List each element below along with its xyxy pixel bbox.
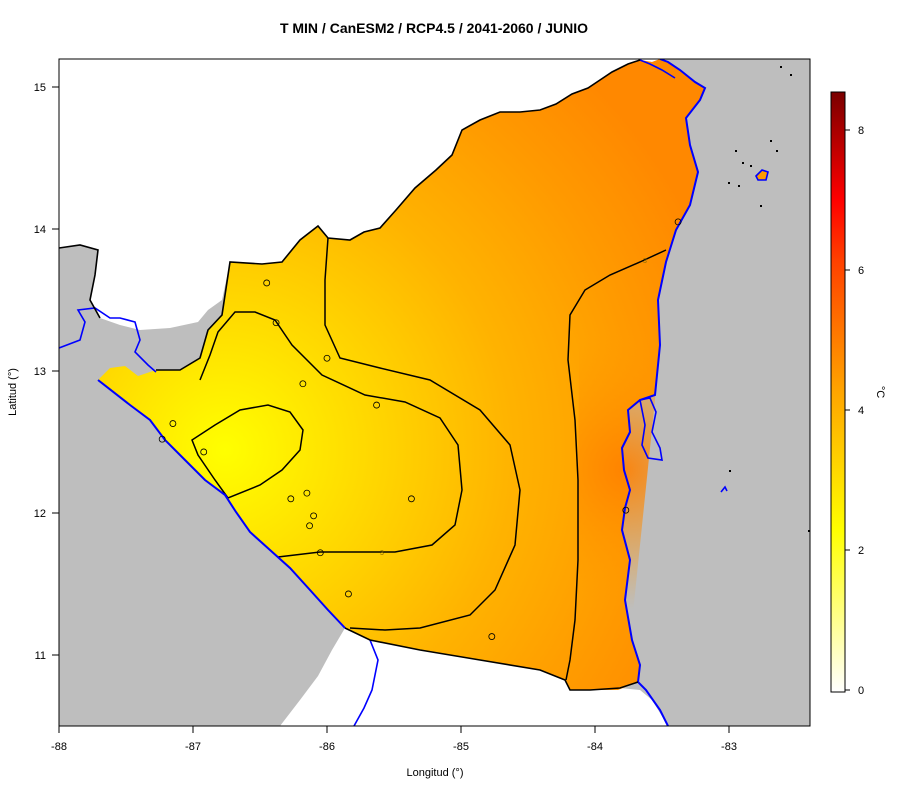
honduras-land — [59, 59, 660, 330]
costa-rica-border — [344, 627, 639, 691]
x-axis-label: Longitud (°) — [406, 767, 464, 779]
station-marker — [263, 279, 271, 287]
x-tick-label: -88 — [51, 741, 67, 753]
costa-rica-land — [280, 628, 668, 726]
eastern-warm-zone — [570, 250, 660, 690]
nicaragua-temperature-field — [98, 59, 705, 690]
y-tick-label: 13 — [34, 366, 46, 378]
y-axis: 11 12 13 14 15 — [34, 82, 60, 662]
station-marker — [310, 512, 318, 520]
colorbar-tick-label: 4 — [858, 405, 864, 417]
cay-dot — [729, 470, 731, 472]
y-axis-label: Latitud (°) — [7, 368, 19, 416]
station-marker — [287, 495, 295, 503]
y-tick-label: 11 — [35, 650, 46, 662]
x-tick-label: -84 — [587, 741, 603, 753]
colorbar-tick-label: 8 — [858, 125, 864, 137]
station-marker — [303, 489, 311, 497]
pearl-lagoon-coast — [639, 397, 663, 461]
cay-dot — [738, 185, 740, 187]
station-marker — [323, 354, 331, 362]
contour-label: 3 — [380, 550, 384, 557]
station-marker — [158, 435, 166, 443]
station-marker — [272, 319, 280, 327]
station-marker — [306, 522, 313, 530]
colorbar-tick-label: 6 — [858, 265, 864, 277]
colorbar-tick-label: 0 — [858, 685, 864, 697]
cay-dot — [770, 140, 772, 142]
cay-dot — [742, 162, 744, 164]
contour-lines — [191, 237, 667, 681]
cay-dot — [728, 182, 730, 184]
colorbar-tick-label: 2 — [858, 545, 864, 557]
cay-dot — [790, 74, 792, 76]
weather-stations — [158, 218, 682, 640]
station-marker — [169, 420, 177, 427]
nicaragua-coastline — [97, 379, 346, 629]
station-marker — [408, 495, 415, 503]
small-island — [720, 485, 728, 493]
cay-dot — [760, 205, 762, 207]
x-tick-label: -87 — [185, 741, 201, 753]
colorbar-unit-label: °C — [874, 385, 887, 399]
station-marker — [200, 448, 208, 456]
station-marker — [345, 590, 352, 598]
x-tick-label: -83 — [721, 741, 737, 753]
cay-dot — [735, 150, 737, 152]
station-marker — [622, 506, 630, 514]
x-tick-label: -85 — [453, 741, 469, 753]
x-axis: -88 -87 -86 -85 -84 -83 — [51, 725, 737, 753]
cay-dots — [728, 66, 810, 532]
cay-dot — [776, 150, 778, 152]
station-marker — [488, 633, 496, 640]
colorbar: 0 2 4 6 8 — [830, 91, 864, 697]
honduras-west-border — [59, 244, 101, 319]
station-marker — [316, 549, 324, 557]
contour-label: 3 — [643, 258, 647, 265]
colorbar-gradient — [830, 91, 846, 693]
contour-line-middle — [199, 311, 463, 558]
y-tick-label: 12 — [34, 508, 46, 520]
x-tick-label: -86 — [319, 741, 335, 753]
contour-line-inner — [191, 404, 304, 499]
honduras-border — [156, 59, 641, 371]
island-outline — [755, 169, 769, 181]
contour-line-east — [565, 249, 667, 681]
map-title: T MIN / CanESM2 / RCP4.5 / 2041-2060 / J… — [279, 20, 589, 36]
honduras-coast — [639, 59, 676, 79]
costa-rica-coast — [353, 639, 379, 726]
cay-dot — [808, 530, 810, 532]
cay-dot — [780, 66, 782, 68]
station-marker — [373, 401, 380, 409]
station-marker — [674, 218, 682, 226]
station-marker — [299, 380, 307, 388]
y-tick-label: 14 — [34, 224, 46, 236]
y-tick-label: 15 — [34, 82, 46, 94]
contour-line-outer — [324, 237, 521, 631]
cay-dot — [750, 165, 752, 167]
gulf-fonseca-coast — [59, 307, 157, 373]
